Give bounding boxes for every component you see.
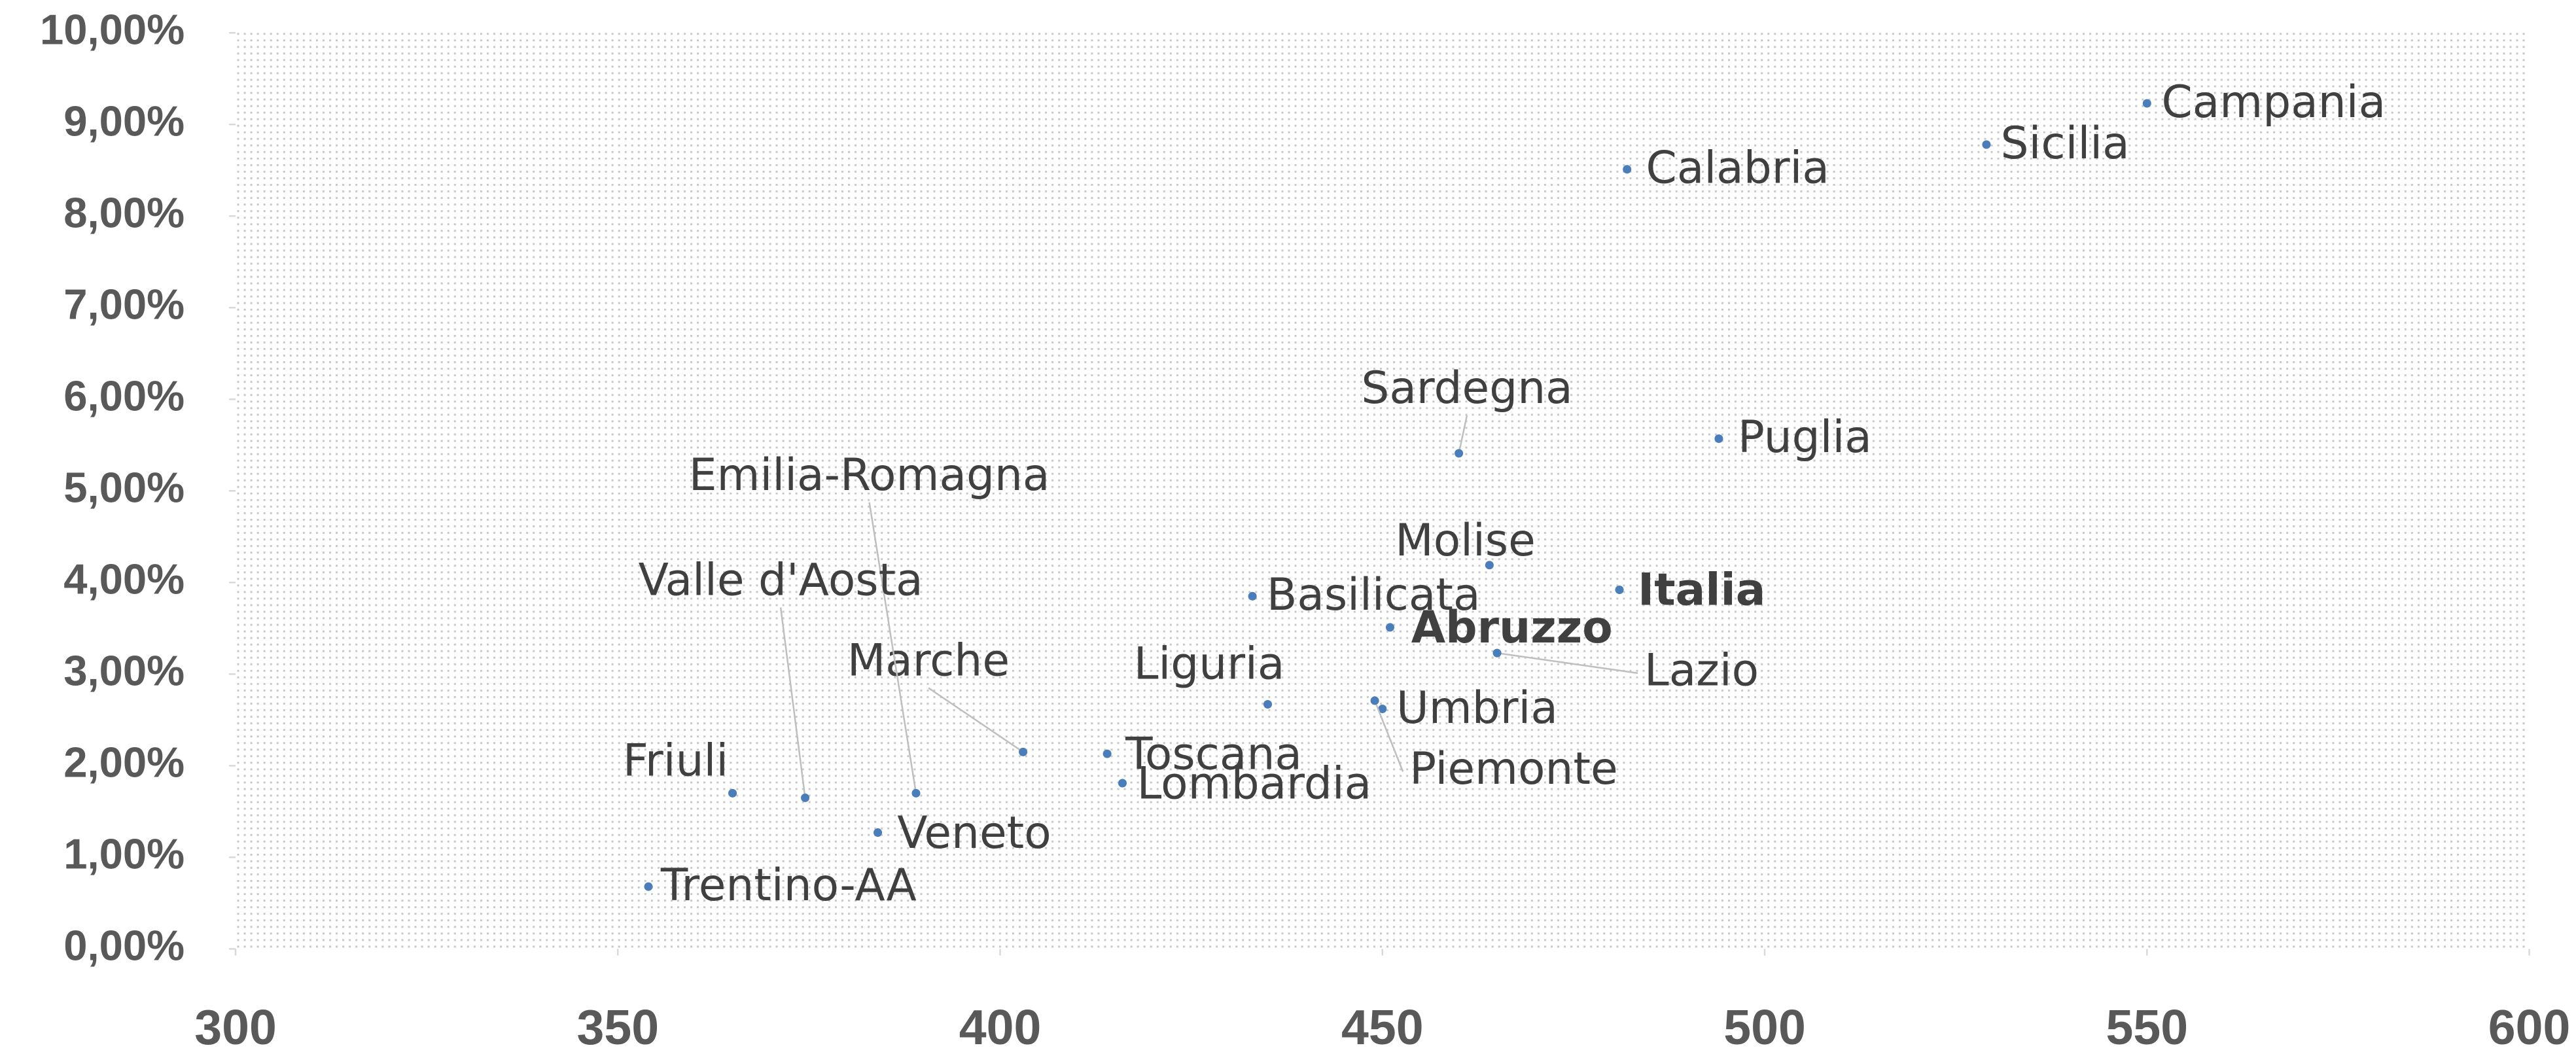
point-label: Abruzzo [1411,601,1613,653]
point-label: Emilia-Romagna [689,449,1050,501]
point-label: Trentino-AA [660,859,917,911]
point [644,882,653,891]
point-label: Piemonte [1409,743,1618,794]
y-tick-label: 9,00% [63,97,185,145]
point [1485,561,1494,570]
point-label: Friuli [623,734,728,786]
point [1103,749,1112,758]
x-tick-label: 400 [959,1000,1042,1054]
leader-line [779,607,806,798]
point [1019,747,1028,756]
point-label: Sicilia [2001,117,2130,169]
point-label: Italia [1638,563,1765,615]
leader-line [1373,700,1404,772]
point-label: Lazio [1644,644,1759,695]
y-tick-label: 10,00% [40,5,185,53]
leader-line [928,687,1024,753]
x-tick-label: 600 [2488,1000,2571,1054]
point [1982,140,1991,149]
point-label: Puglia [1738,411,1872,463]
y-tick-label: 0,00% [63,922,185,970]
point [1623,165,1632,174]
y-tick-label: 3,00% [63,647,185,695]
x-tick-label: 450 [1341,1000,1424,1054]
point [728,788,737,798]
point [1455,449,1464,458]
point [1248,591,1257,601]
leader-line [1496,652,1638,675]
point-label: Valle d'Aosta [639,553,923,605]
y-tick-label: 5,00% [63,464,185,512]
x-tick-label: 350 [576,1000,659,1054]
leader-line [868,502,917,794]
point-label: Calabria [1646,142,1829,194]
y-tick-label: 2,00% [63,739,185,786]
point-label: Molise [1395,514,1536,566]
point [2142,99,2151,108]
point [911,788,921,798]
y-tick-label: 8,00% [63,188,185,236]
point-label: Campania [2161,76,2386,128]
point [1615,585,1624,595]
point [1385,623,1394,632]
y-tick-label: 1,00% [63,830,185,878]
point-label: Liguria [1134,637,1285,689]
point [801,793,810,802]
x-tick-label: 550 [2106,1000,2189,1054]
y-tick-label: 4,00% [63,555,185,603]
point [1118,779,1127,788]
point-label: Sardegna [1361,362,1572,413]
point-label: Basilicata [1267,569,1481,620]
point [873,828,883,837]
point-label: Toscana [1125,728,1302,779]
point [1263,700,1273,709]
point [1370,696,1379,705]
x-tick-label: 500 [1723,1000,1806,1054]
x-tick-label: 300 [194,1000,277,1054]
point [1492,648,1502,658]
point-label: Marche [847,634,1010,686]
leader-line [1458,415,1468,454]
plot-area [236,33,2530,949]
point-label: Umbria [1396,682,1558,733]
point [1714,434,1723,444]
point-label: Lombardia [1137,758,1372,809]
point-label: Veneto [897,807,1051,858]
y-tick-label: 6,00% [63,372,185,420]
point [1378,705,1387,714]
y-tick-label: 7,00% [63,280,185,328]
